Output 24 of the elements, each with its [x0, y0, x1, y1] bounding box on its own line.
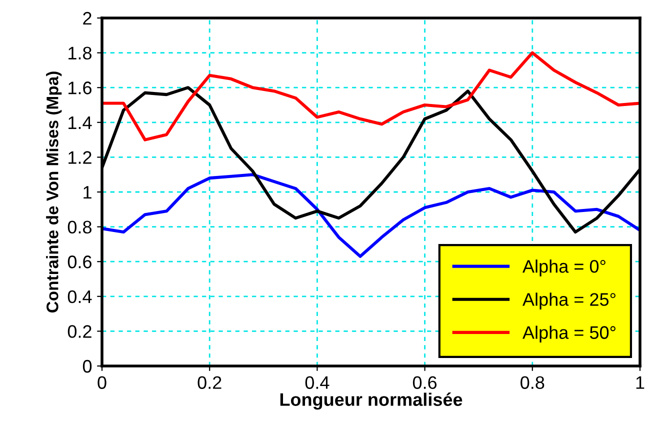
y-tick-label: 0.2	[68, 325, 92, 338]
y-tick-label: 1	[84, 186, 92, 199]
y-tick-label: 1.8	[68, 46, 92, 60]
line-series	[102, 173, 640, 258]
x-tick-label: 0	[98, 376, 106, 389]
legend-label: Alpha = 50°	[522, 326, 616, 343]
x-tick-label: 0.6	[412, 376, 437, 389]
x-tick-label: 0.8	[520, 376, 544, 389]
x-tick-label: 1	[636, 376, 644, 389]
legend-label: Alpha = 25°	[522, 292, 616, 310]
y-tick-label: 0	[82, 360, 92, 373]
y-tick-label: 1.2	[68, 151, 92, 164]
x-axis-title: Longueur normalisée	[280, 392, 462, 410]
y-tick-label: 2	[83, 12, 92, 25]
y-axis-title: Contrainte de Von Mises (Mpa)	[46, 72, 62, 312]
x-tick-label: 0.4	[305, 376, 330, 389]
y-tick-label: 0.4	[68, 290, 92, 304]
legend-label: Alpha = 0°	[522, 260, 606, 276]
y-tick-label: 0.8	[68, 220, 92, 234]
y-tick-label: 0.6	[68, 256, 92, 268]
x-tick-label: 0.2	[198, 376, 222, 389]
line-series	[102, 51, 640, 142]
y-tick-label: 1.4	[68, 116, 92, 129]
y-tick-label: 1.6	[68, 82, 92, 94]
